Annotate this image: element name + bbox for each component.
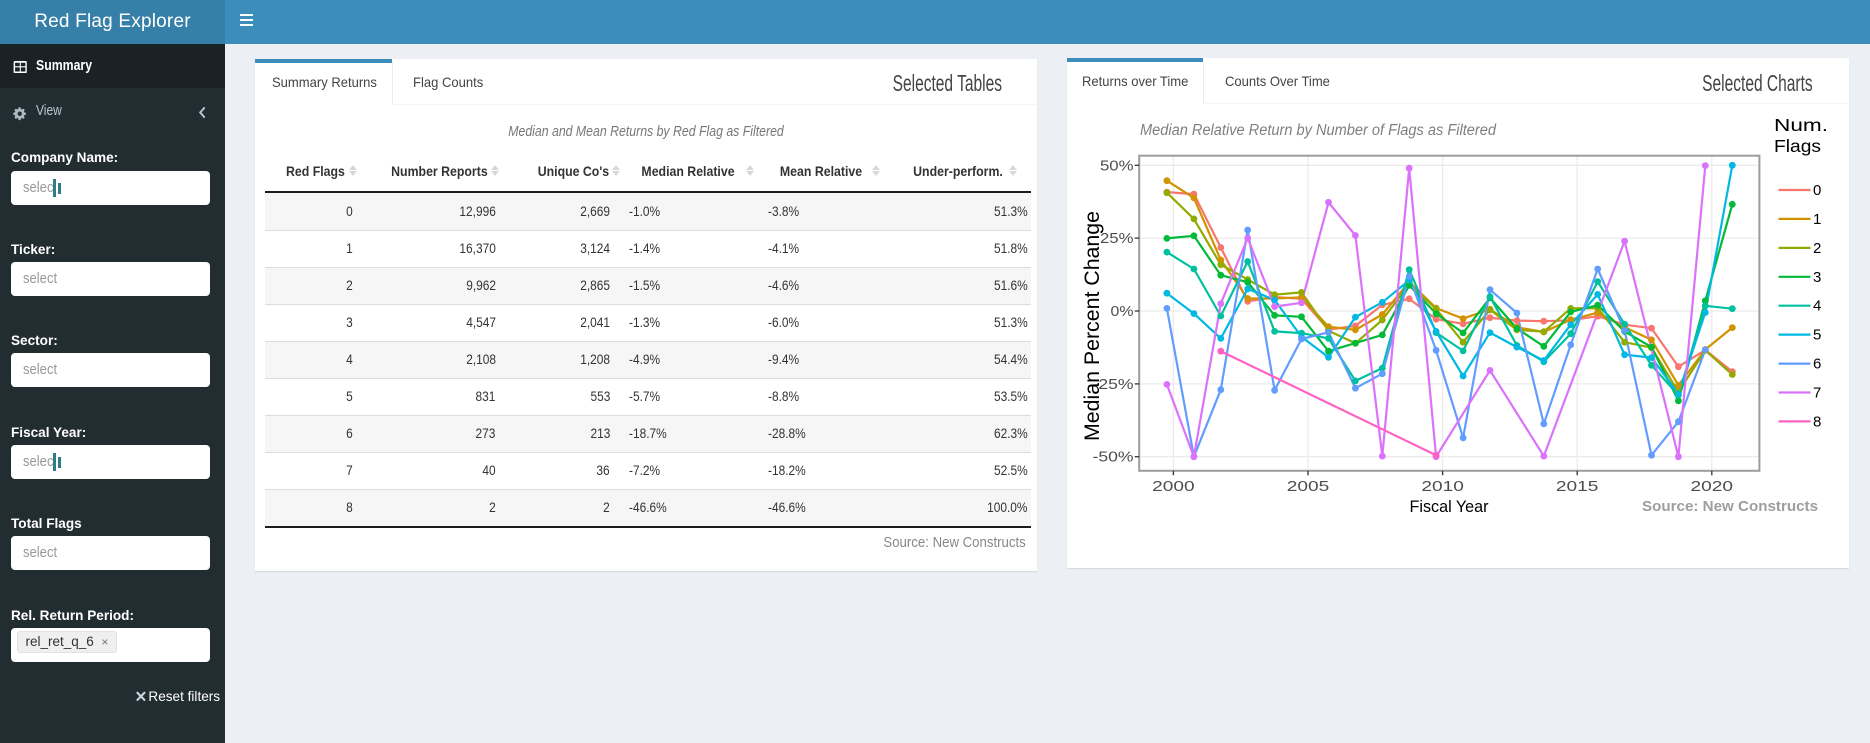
svg-text:0%: 0%	[1111, 304, 1134, 320]
svg-text:2: 2	[1813, 240, 1821, 257]
svg-text:Num.: Num.	[1774, 115, 1828, 135]
svg-text:2010: 2010	[1421, 479, 1464, 495]
svg-text:25%: 25%	[1100, 231, 1134, 247]
svg-text:Source: New Constructs: Source: New Constructs	[1642, 498, 1818, 515]
svg-text:2000: 2000	[1152, 479, 1195, 495]
svg-text:2020: 2020	[1691, 479, 1734, 495]
svg-text:6: 6	[1813, 356, 1821, 373]
svg-text:-50%: -50%	[1093, 450, 1134, 466]
svg-text:2005: 2005	[1287, 479, 1330, 495]
svg-text:-25%: -25%	[1093, 377, 1134, 393]
svg-text:0: 0	[1813, 182, 1821, 199]
svg-text:Fiscal Year: Fiscal Year	[1410, 497, 1489, 516]
svg-text:Flags: Flags	[1774, 136, 1821, 156]
svg-text:Median Relative Return by Numb: Median Relative Return by Number of Flag…	[1140, 122, 1497, 139]
svg-text:3: 3	[1813, 269, 1821, 286]
svg-text:50%: 50%	[1100, 158, 1134, 174]
svg-text:Median Percent Change: Median Percent Change	[1081, 211, 1104, 441]
svg-text:4: 4	[1813, 298, 1821, 315]
svg-text:8: 8	[1813, 413, 1821, 430]
svg-text:5: 5	[1813, 327, 1821, 344]
svg-text:1: 1	[1813, 211, 1821, 228]
svg-text:7: 7	[1813, 385, 1821, 402]
svg-text:2015: 2015	[1556, 479, 1599, 495]
